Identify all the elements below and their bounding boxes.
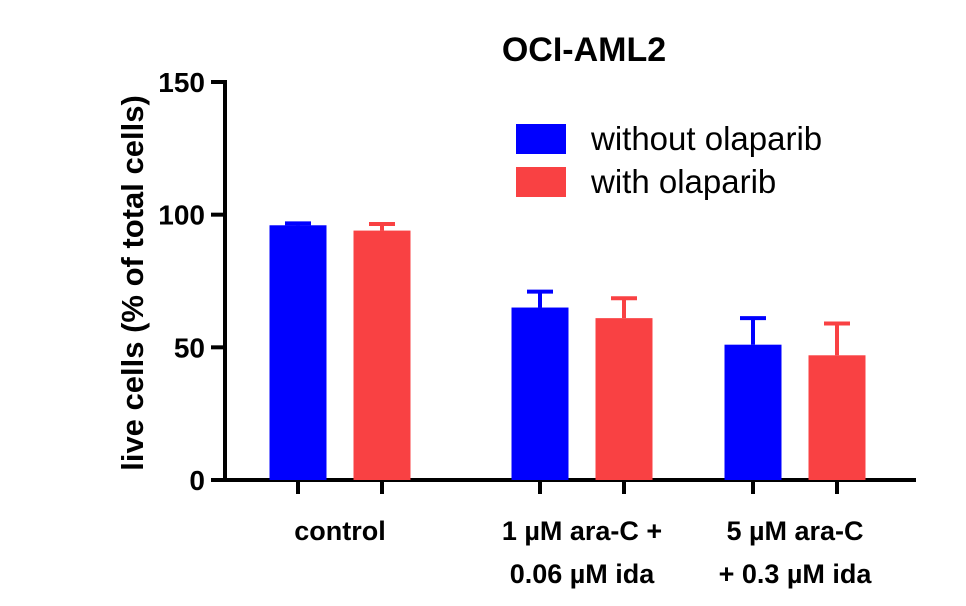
bar: [595, 318, 653, 480]
chart-title: OCI-AML2: [502, 31, 666, 69]
category-label: 0.06 µM ida: [510, 559, 656, 589]
bars: [269, 221, 866, 480]
legend-swatch: [516, 124, 566, 154]
bar: [511, 307, 569, 480]
bar: [269, 225, 327, 480]
y-axis-label: live cells (% of total cells): [115, 95, 150, 471]
y-tick-label: 100: [158, 200, 205, 231]
category-label: control: [294, 516, 386, 546]
category-label: 5 µM ara-C: [726, 516, 863, 546]
legend-label: with olaparib: [590, 163, 776, 200]
legend: without olaparib with olaparib: [516, 120, 822, 200]
bar: [724, 344, 782, 480]
y-tick-label: 0: [189, 465, 205, 496]
y-tick-label: 150: [158, 67, 205, 98]
y-tick-label: 50: [174, 332, 205, 363]
category-label: + 0.3 µM ida: [719, 559, 873, 589]
bar: [808, 355, 866, 480]
legend-label: without olaparib: [590, 120, 822, 157]
category-label: 1 µM ara-C +: [502, 516, 662, 546]
y-ticks: 0 50 100 150: [158, 67, 225, 496]
bar: [353, 230, 411, 480]
legend-swatch: [516, 167, 566, 197]
category-labels: control 1 µM ara-C + 0.06 µM ida 5 µM ara-C…: [294, 516, 872, 589]
axes: [223, 80, 916, 494]
